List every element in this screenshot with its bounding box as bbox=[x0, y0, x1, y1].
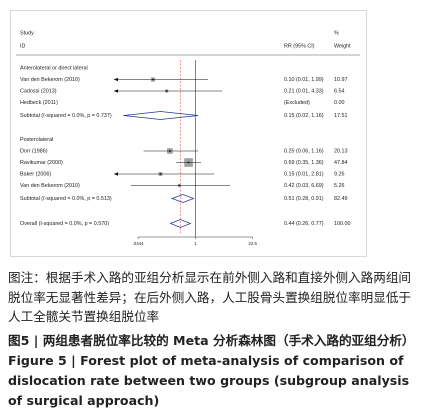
header-study: Study bbox=[20, 30, 34, 36]
clip-arrow bbox=[114, 172, 118, 176]
pooled-diamond bbox=[170, 194, 195, 203]
row-effect: 0.15 (0.02, 1.16) bbox=[284, 113, 324, 119]
forest-plot: Study ID RR (95% CI) % Weight .0444 1 22.5… bbox=[10, 10, 367, 257]
figure-frame bbox=[10, 10, 367, 257]
point-estimate bbox=[187, 161, 190, 164]
row-name: Hedbeck (2011) bbox=[20, 100, 58, 106]
row-name: Van den Bekerom (2010) bbox=[20, 77, 80, 83]
caption-note: 图注：根据手术入路的亚组分析显示在前外侧入路和直接外侧入路两组间脱位率无显著性差… bbox=[8, 270, 411, 324]
row-weight: 47.84 bbox=[334, 160, 348, 166]
row-weight: 0.00 bbox=[334, 100, 345, 106]
row-weight: 20.13 bbox=[334, 148, 348, 154]
row-effect: (Excluded) bbox=[284, 100, 310, 106]
row-weight: 100.00 bbox=[334, 221, 351, 227]
row-name: Van den Bekerom (2010) bbox=[20, 183, 80, 189]
clip-arrow bbox=[114, 89, 118, 93]
header-effect: RR (95% CI) bbox=[284, 43, 315, 49]
pooled-diamond bbox=[169, 219, 192, 228]
group-name: Posterolateral bbox=[20, 137, 53, 143]
row-effect: 0.15 (0.01, 2.81) bbox=[284, 171, 324, 177]
row-weight: 82.49 bbox=[334, 196, 348, 202]
point-estimate bbox=[165, 90, 168, 92]
row-effect: 0.10 (0.01, 1.99) bbox=[284, 77, 324, 83]
caption-title-en: Figure 5 | Forest plot of meta-analysis … bbox=[8, 352, 410, 408]
x-tick-label: .0444 bbox=[133, 241, 145, 246]
row-weight: 6.54 bbox=[334, 88, 345, 94]
row-weight: 17.51 bbox=[334, 113, 348, 119]
row-name: Dorr (1986) bbox=[20, 148, 48, 154]
row-effect: 0.44 (0.26, 0.77) bbox=[284, 221, 324, 227]
x-tick-label: 22.5 bbox=[248, 241, 257, 246]
x-tick-label: 1 bbox=[194, 241, 197, 246]
row-weight: 5.26 bbox=[334, 183, 345, 189]
row-weight: 10.97 bbox=[334, 77, 348, 83]
caption: 图注：根据手术入路的亚组分析显示在前外侧入路和直接外侧入路两组间脱位率无显著性差… bbox=[8, 268, 420, 411]
row-effect: 0.21 (0.01, 4.33) bbox=[284, 88, 324, 94]
row-effect: 0.51 (0.28, 0.91) bbox=[284, 196, 324, 202]
row-name: Cadossi (2013) bbox=[20, 88, 57, 94]
header-weight-top: % bbox=[334, 30, 339, 36]
row-effect: 0.42 (0.03, 6.69) bbox=[284, 183, 324, 189]
row-name: Subtotal (I-squared = 0.0%, p = 0.513) bbox=[20, 196, 112, 202]
row-effect: 0.69 (0.35, 1.36) bbox=[284, 160, 324, 166]
row-name: Subtotal (I-squared = 0.0%, p = 0.737) bbox=[20, 113, 112, 119]
header-id: ID bbox=[20, 43, 25, 49]
header-weight: Weight bbox=[334, 43, 351, 49]
caption-title-cn: 图5 | 两组患者脱位率比较的 Meta 分析森林图（手术入路的亚组分析） bbox=[8, 332, 415, 348]
clip-arrow bbox=[114, 77, 118, 82]
point-estimate bbox=[178, 184, 181, 187]
pooled-diamond bbox=[123, 111, 199, 120]
row-name: Overall (I-squared = 0.0%, p = 0.570) bbox=[20, 221, 109, 227]
row-effect: 0.25 (0.06, 1.16) bbox=[284, 148, 324, 154]
row-weight: 9.26 bbox=[334, 171, 345, 177]
group-name: Anterolateral or direct lateral bbox=[20, 65, 88, 71]
point-estimate bbox=[159, 173, 162, 175]
row-name: Ravikumar (2000) bbox=[20, 160, 63, 166]
row-name: Baker (2006) bbox=[20, 171, 51, 177]
point-estimate bbox=[152, 78, 154, 81]
point-estimate bbox=[168, 150, 171, 152]
